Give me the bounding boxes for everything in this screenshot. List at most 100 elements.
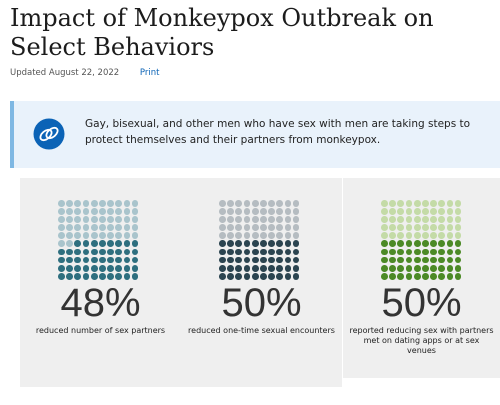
dot <box>430 272 437 280</box>
dot <box>421 232 429 240</box>
dot <box>268 272 275 280</box>
dot <box>115 208 123 215</box>
dot <box>98 240 106 248</box>
dot <box>268 224 275 232</box>
dot <box>219 200 226 207</box>
dot <box>284 232 292 240</box>
updated-date: Updated August 22, 2022 <box>10 68 120 78</box>
dot <box>430 208 437 215</box>
dot <box>131 224 139 232</box>
dot <box>82 272 90 280</box>
dot <box>389 272 396 280</box>
dot <box>438 264 446 272</box>
dot <box>381 240 388 248</box>
dot <box>115 264 123 272</box>
dot <box>397 224 405 232</box>
dot <box>251 256 259 264</box>
dot <box>123 216 131 223</box>
dot <box>413 232 421 240</box>
dot <box>268 216 275 223</box>
dot <box>389 232 396 240</box>
dot <box>454 232 462 240</box>
dot <box>276 216 284 223</box>
dot <box>123 272 131 280</box>
dot <box>397 216 405 223</box>
dot <box>430 240 437 248</box>
dot <box>276 264 284 272</box>
dot <box>123 248 131 256</box>
dot <box>276 208 284 215</box>
dot <box>276 200 284 207</box>
dot <box>421 240 429 248</box>
dot <box>454 256 462 264</box>
dot <box>405 264 413 272</box>
dot <box>235 224 243 232</box>
dot <box>227 200 234 207</box>
dot <box>405 216 413 223</box>
dot <box>276 272 284 280</box>
dot <box>235 232 243 240</box>
dot <box>430 232 437 240</box>
dot <box>405 208 413 215</box>
dot <box>259 208 267 215</box>
dot <box>251 272 259 280</box>
dot <box>227 208 234 215</box>
callout-text: Gay, bisexual, and other men who have se… <box>85 118 471 146</box>
dot <box>268 248 275 256</box>
print-link[interactable]: Print <box>139 68 160 78</box>
dot <box>66 240 73 248</box>
dot <box>454 224 462 232</box>
dot <box>413 272 421 280</box>
dot <box>115 248 123 256</box>
dot <box>227 272 234 280</box>
dot <box>98 200 106 207</box>
dot-grid <box>381 200 467 280</box>
dot <box>438 256 446 264</box>
dot <box>66 216 73 223</box>
dot <box>251 264 259 272</box>
dot <box>235 272 243 280</box>
dot <box>243 224 251 232</box>
dot <box>90 208 98 215</box>
dot <box>74 208 82 215</box>
dot <box>243 240 251 248</box>
stat-caption: reduced one-time sexual encounters <box>188 326 335 335</box>
dot <box>90 256 98 264</box>
dot <box>454 200 462 207</box>
dot <box>251 216 259 223</box>
dot <box>235 256 243 264</box>
dot <box>446 216 454 223</box>
dot <box>405 256 413 264</box>
dot <box>397 272 405 280</box>
dot <box>82 200 90 207</box>
dot <box>123 232 131 240</box>
dot <box>98 256 106 264</box>
dot <box>235 200 243 207</box>
dot <box>58 272 65 280</box>
dot <box>131 208 139 215</box>
dot <box>115 224 123 232</box>
dot <box>131 264 139 272</box>
dot <box>131 248 139 256</box>
dot <box>115 216 123 223</box>
dot <box>82 240 90 248</box>
dot-grid <box>219 200 305 280</box>
dot <box>123 224 131 232</box>
dot <box>98 232 106 240</box>
dot <box>66 232 73 240</box>
dot <box>446 224 454 232</box>
dot <box>115 232 123 240</box>
dot <box>259 248 267 256</box>
dot <box>243 232 251 240</box>
dot <box>430 248 437 256</box>
dot <box>446 272 454 280</box>
dot <box>74 248 82 256</box>
dot <box>413 256 421 264</box>
dot <box>413 224 421 232</box>
dot <box>381 216 388 223</box>
stat-percent: 48% <box>60 281 141 325</box>
dot <box>219 240 226 248</box>
dot <box>115 272 123 280</box>
dot <box>413 264 421 272</box>
dot <box>227 256 234 264</box>
